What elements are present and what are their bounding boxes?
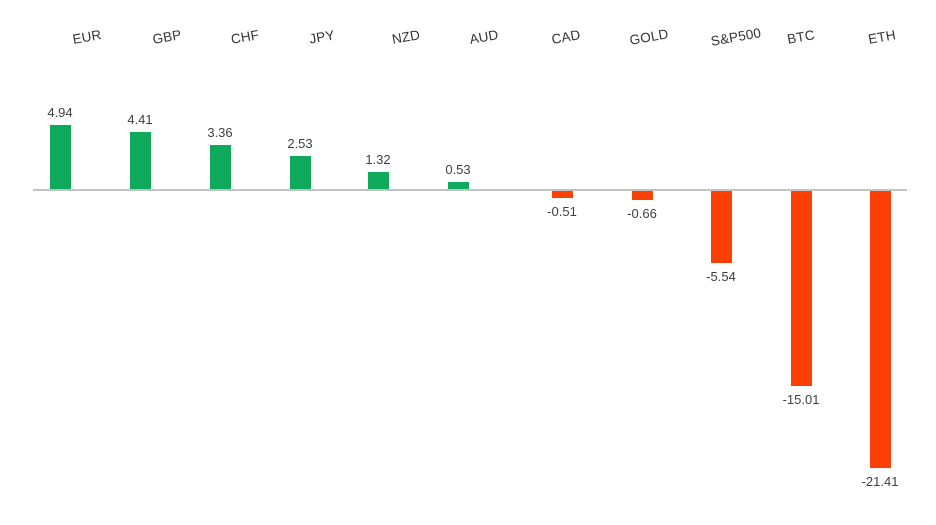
category-label-eth: ETH xyxy=(867,27,897,47)
bar-gbp[interactable] xyxy=(129,132,151,189)
bar-eur[interactable] xyxy=(49,125,71,189)
value-label-gbp: 4.41 xyxy=(127,112,153,127)
value-label-btc: -15.01 xyxy=(782,392,820,407)
value-label-eth: -21.41 xyxy=(861,474,899,489)
value-label-aud: 0.53 xyxy=(445,162,471,177)
value-label-chf: 3.36 xyxy=(207,125,233,140)
bar-aud[interactable] xyxy=(447,182,469,189)
category-label-gbp: GBP xyxy=(151,27,183,47)
category-label-btc: BTC xyxy=(786,27,816,47)
bar-gold[interactable] xyxy=(631,191,653,200)
bar-jpy[interactable] xyxy=(289,156,311,189)
bar-btc[interactable] xyxy=(790,191,812,386)
bar-nzd[interactable] xyxy=(367,172,389,189)
value-label-cad: -0.51 xyxy=(547,204,577,219)
category-label-jpy: JPY xyxy=(308,27,336,47)
bar-chf[interactable] xyxy=(209,145,231,189)
category-label-nzd: NZD xyxy=(390,27,422,47)
category-label-chf: CHF xyxy=(229,27,261,47)
category-label-cad: CAD xyxy=(550,27,582,47)
bar-eth[interactable] xyxy=(869,191,891,468)
zero-axis-line xyxy=(33,189,907,191)
category-label-s-p500: S&P500 xyxy=(709,25,763,49)
value-label-jpy: 2.53 xyxy=(287,136,313,151)
bar-s-p500[interactable] xyxy=(710,191,732,263)
value-label-eur: 4.94 xyxy=(47,105,73,120)
bar-cad[interactable] xyxy=(551,191,573,198)
category-label-aud: AUD xyxy=(468,27,500,47)
category-label-gold: GOLD xyxy=(628,26,670,48)
category-label-eur: EUR xyxy=(71,27,103,47)
value-label-s-p500: -5.54 xyxy=(706,269,736,284)
value-label-gold: -0.66 xyxy=(627,206,657,221)
value-label-nzd: 1.32 xyxy=(365,152,391,167)
